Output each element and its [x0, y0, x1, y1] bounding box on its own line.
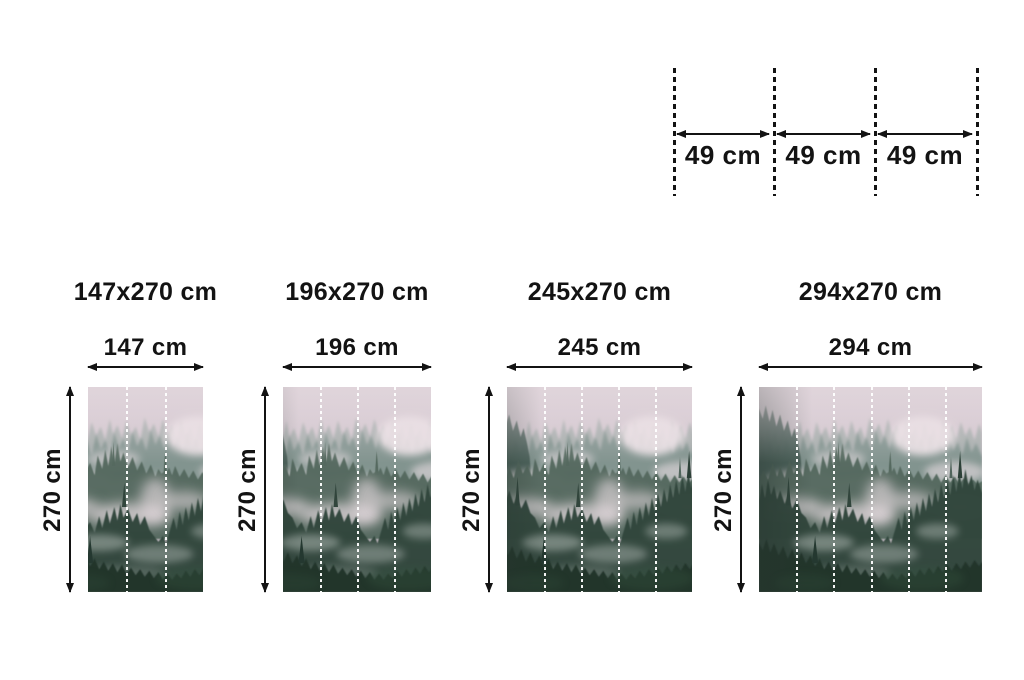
- panel-divider-dotted: [796, 387, 799, 592]
- height-arrow: [737, 386, 745, 593]
- height-arrow: [66, 386, 74, 593]
- width-dimension-label: 245 cm: [557, 334, 642, 361]
- arrow-left-icon: [758, 363, 768, 371]
- size-title: 147x270 cm: [73, 278, 218, 306]
- arrow-left-icon: [776, 130, 786, 138]
- arrow-up-icon: [737, 386, 745, 396]
- forest-photo: [88, 387, 203, 592]
- arrow-up-icon: [66, 386, 74, 396]
- arrow-left-icon: [87, 363, 97, 371]
- panel-width-label: 49 cm: [886, 140, 964, 170]
- arrow-down-icon: [261, 583, 269, 593]
- panel-divider-dotted: [320, 387, 322, 592]
- panel-divider-dotted: [394, 387, 396, 592]
- width-dimension-label: 196 cm: [315, 334, 399, 361]
- width-arrow: [506, 363, 693, 371]
- arrow-right-icon: [760, 130, 770, 138]
- wallpaper-preview: [88, 387, 203, 592]
- panel-divider-line: [874, 68, 877, 196]
- panel-divider-dotted: [944, 387, 947, 592]
- width-dimension-label: 147 cm: [103, 334, 188, 361]
- wallpaper-preview: [759, 387, 982, 592]
- size-column-147x270: 147x270 cm 147 cm 270 cm: [39, 278, 217, 593]
- panel-divider-dotted: [907, 387, 910, 592]
- arrow-down-icon: [66, 583, 74, 593]
- height-arrow: [485, 386, 493, 593]
- panel-divider-line: [773, 68, 776, 196]
- arrow-right-icon: [963, 130, 973, 138]
- size-column-245x270: 245x270 cm 245 cm 270 cm: [458, 278, 693, 593]
- wallpaper-preview: [507, 387, 692, 592]
- height-dimension-label: 270 cm: [234, 447, 261, 532]
- arrow-right-icon: [422, 363, 432, 371]
- panel-width-label: 49 cm: [684, 140, 762, 170]
- size-column-196x270: 196x270 cm 196 cm 270 cm: [234, 278, 432, 593]
- arrow-left-icon: [282, 363, 292, 371]
- width-arrow: [87, 363, 204, 371]
- size-column-294x270: 294x270 cm 294 cm 270 cm: [710, 278, 983, 593]
- size-title: 294x270 cm: [798, 278, 943, 306]
- arrow-down-icon: [485, 583, 493, 593]
- size-title: 245x270 cm: [527, 278, 672, 306]
- width-arrow: [282, 363, 432, 371]
- panel-width-label: 49 cm: [785, 140, 862, 170]
- height-arrow: [261, 386, 269, 593]
- arrow-down-icon: [737, 583, 745, 593]
- arrow-up-icon: [485, 386, 493, 396]
- arrow-left-icon: [506, 363, 516, 371]
- panel-divider-line: [673, 68, 676, 196]
- arrow-up-icon: [261, 386, 269, 396]
- arrow-left-icon: [676, 130, 686, 138]
- arrow-right-icon: [194, 363, 204, 371]
- panel-divider-line: [976, 68, 979, 196]
- panel-divider-dotted: [870, 387, 873, 592]
- panel-divider-dotted: [164, 387, 167, 592]
- panel-width-arrow: [776, 130, 871, 138]
- panel-divider-dotted: [357, 387, 359, 592]
- width-dimension-label: 294 cm: [828, 334, 913, 361]
- panel-width-diagram: 49 cm 49 cm 49 cm: [660, 62, 990, 202]
- height-dimension-label: 270 cm: [458, 447, 485, 532]
- panel-width-arrow: [877, 130, 973, 138]
- panel-divider-dotted: [655, 387, 657, 592]
- width-arrow: [758, 363, 983, 371]
- forest-photo: [507, 387, 692, 592]
- size-title: 196x270 cm: [285, 278, 429, 306]
- arrow-right-icon: [683, 363, 693, 371]
- height-dimension-label: 270 cm: [39, 447, 66, 532]
- arrow-right-icon: [973, 363, 983, 371]
- panel-divider-dotted: [833, 387, 836, 592]
- arrow-left-icon: [877, 130, 887, 138]
- panel-divider-dotted: [618, 387, 620, 592]
- height-dimension-label: 270 cm: [710, 447, 737, 532]
- arrow-right-icon: [861, 130, 871, 138]
- panel-divider-dotted: [126, 387, 129, 592]
- panel-width-arrow: [676, 130, 770, 138]
- panel-divider-dotted: [544, 387, 546, 592]
- wallpaper-preview: [283, 387, 431, 592]
- panel-divider-dotted: [581, 387, 583, 592]
